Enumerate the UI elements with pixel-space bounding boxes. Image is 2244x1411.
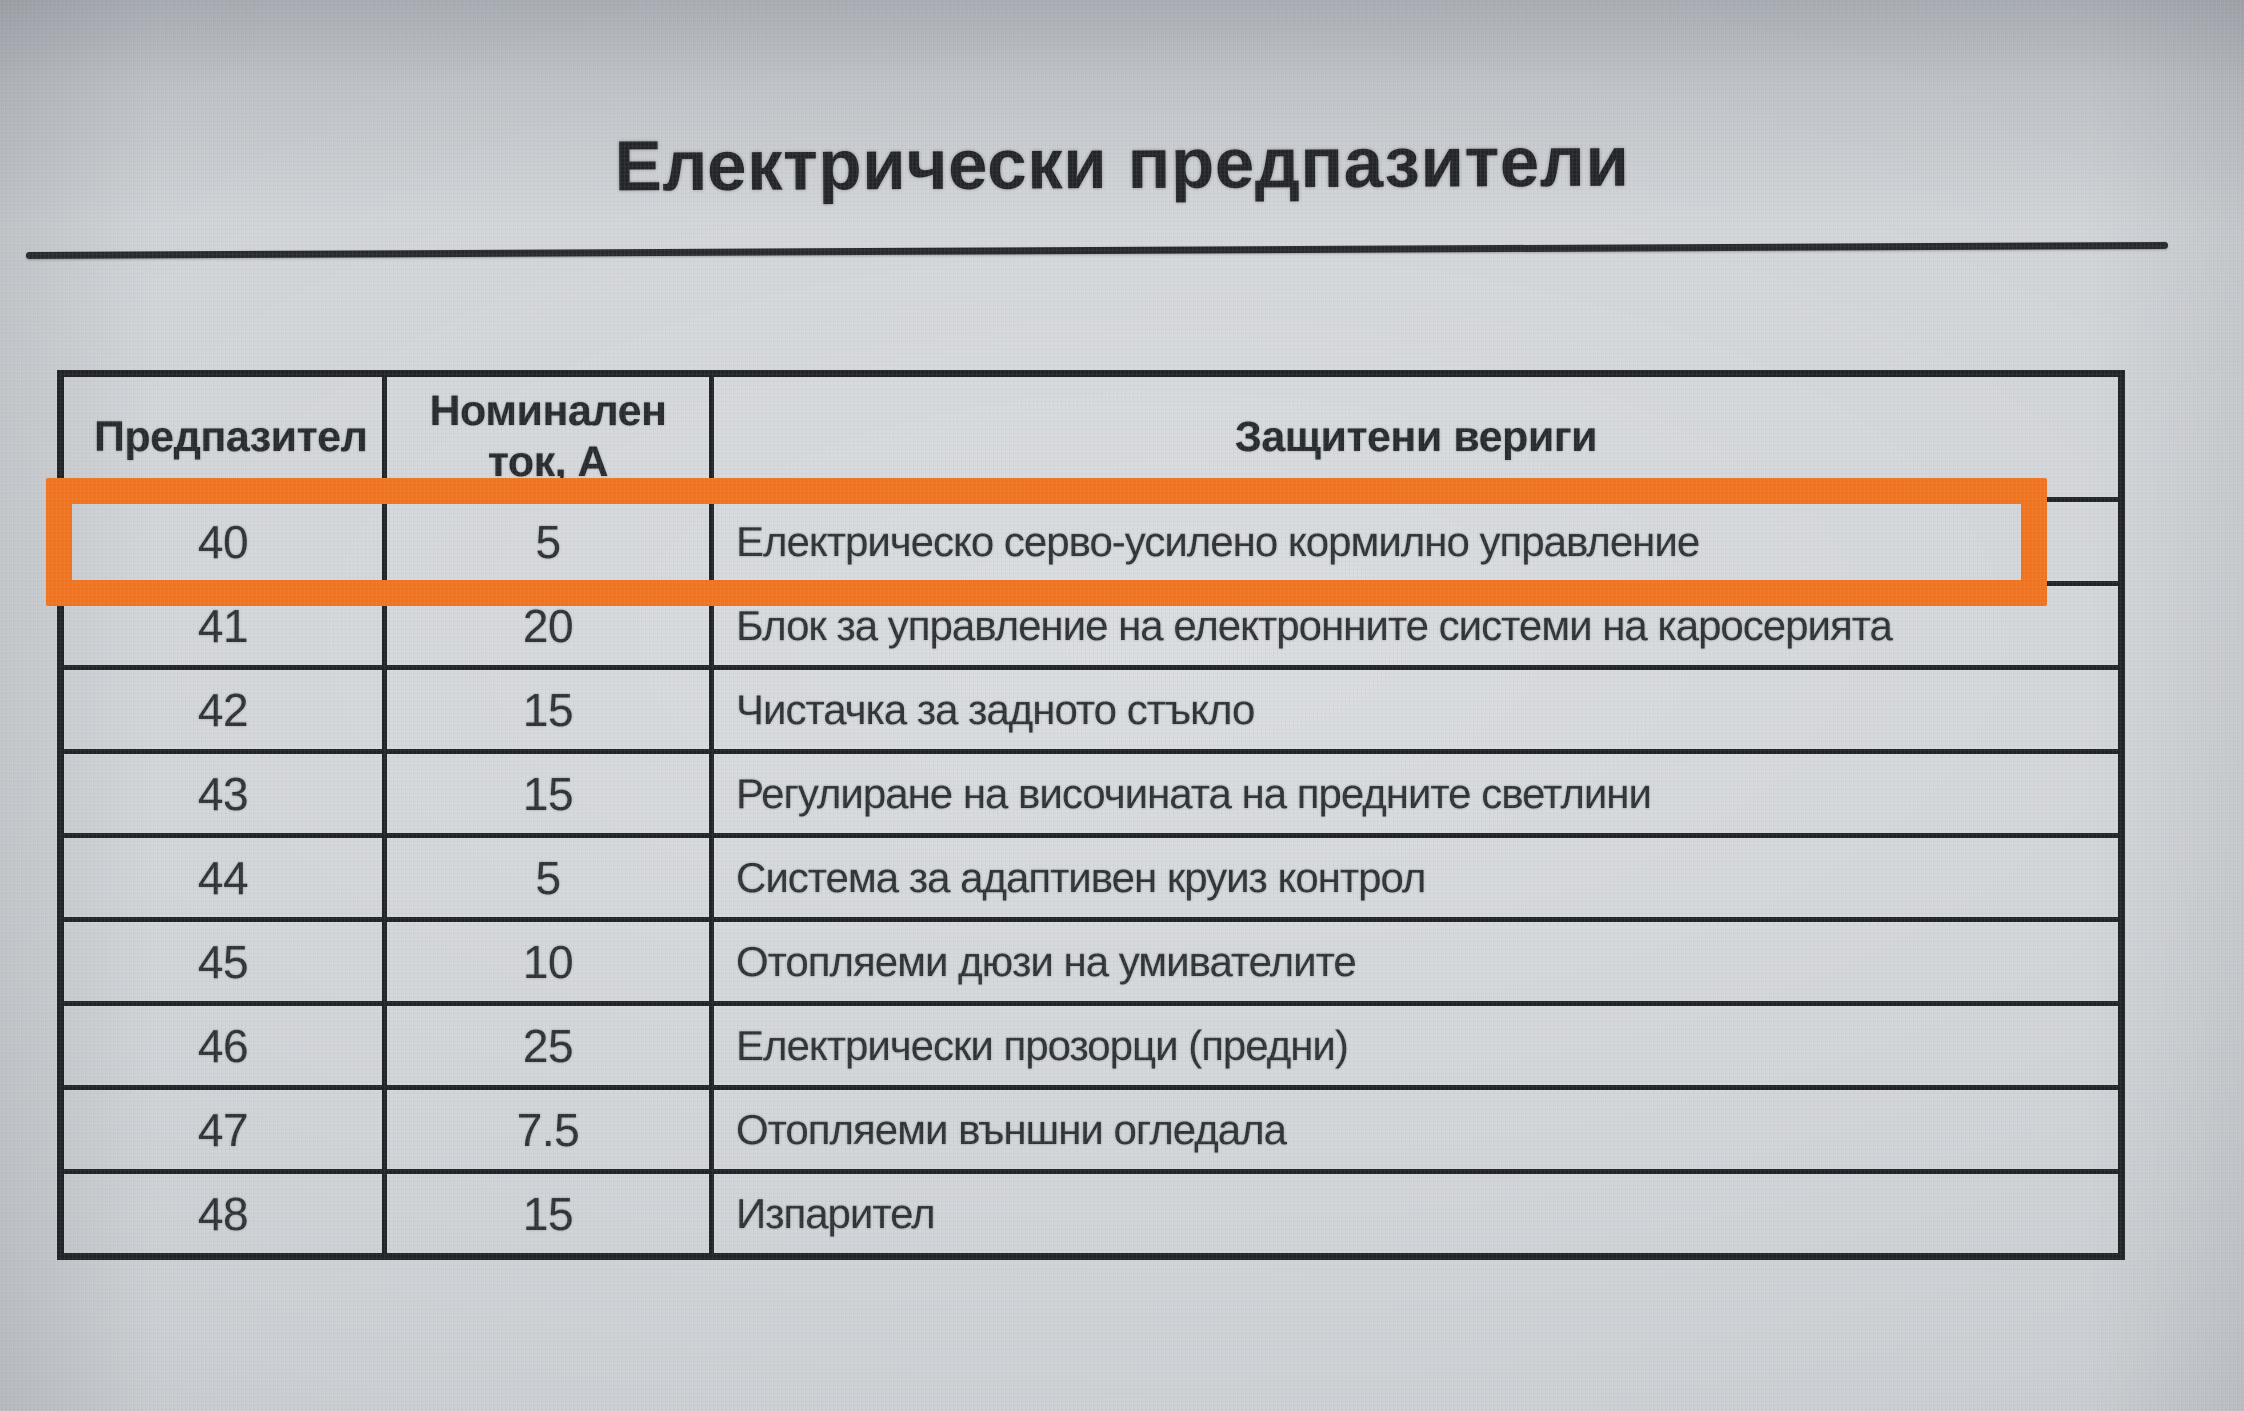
cell-circuit: Регулиране на височината на предните све… xyxy=(709,749,2124,838)
title-underline xyxy=(25,241,2168,259)
cell-fuse: 43 xyxy=(58,749,387,838)
highlight-annotation xyxy=(46,478,2047,606)
cell-fuse: 42 xyxy=(58,665,387,754)
cell-amps: 5 xyxy=(382,497,714,586)
cell-circuit: Електрически прозорци (предни) xyxy=(709,1001,2124,1090)
fuse-table: Предпазител Номинален ток, А Защитени ве… xyxy=(57,370,2125,1260)
cell-amps: 15 xyxy=(382,1169,714,1259)
cell-fuse: 46 xyxy=(58,1001,387,1090)
page-title: Електрически предпазители xyxy=(614,122,1630,207)
table-row: 45 10 Отопляеми дюзи на умивателите xyxy=(58,917,2124,1006)
table-row: 44 5 Система за адаптивен круиз контрол xyxy=(58,833,2124,922)
cell-amps: 15 xyxy=(382,749,714,838)
table-body: 40 5 Електрическо серво-усилено кормилно у… xyxy=(58,497,2124,1259)
cell-circuit: Чистачка за задното стъкло xyxy=(709,665,2124,754)
cell-circuit: Изпарител xyxy=(709,1169,2124,1259)
table-row: 42 15 Чистачка за задното стъкло xyxy=(58,665,2124,754)
cell-circuit: Отопляеми дюзи на умивателите xyxy=(709,917,2124,1006)
cell-amps: 15 xyxy=(382,665,714,754)
cell-amps: 10 xyxy=(382,917,714,1006)
table-row: 43 15 Регулиране на височината на предните… xyxy=(58,749,2124,838)
cell-fuse: 47 xyxy=(58,1085,387,1174)
cell-amps: 5 xyxy=(382,833,714,922)
cell-amps: 25 xyxy=(382,1001,714,1090)
cell-amps: 7.5 xyxy=(382,1085,714,1174)
table-row: 46 25 Електрически прозорци (предни) xyxy=(58,1001,2124,1090)
cell-circuit: Отопляеми външни огледала xyxy=(709,1085,2124,1174)
cell-fuse: 45 xyxy=(58,917,387,1006)
table-row: 48 15 Изпарител xyxy=(58,1169,2124,1259)
cell-circuit: Система за адаптивен круиз контрол xyxy=(709,833,2124,922)
table-row: 47 7.5 Отопляеми външни огледала xyxy=(58,1085,2124,1174)
cell-fuse: 44 xyxy=(58,833,387,922)
cell-fuse: 48 xyxy=(58,1169,387,1259)
